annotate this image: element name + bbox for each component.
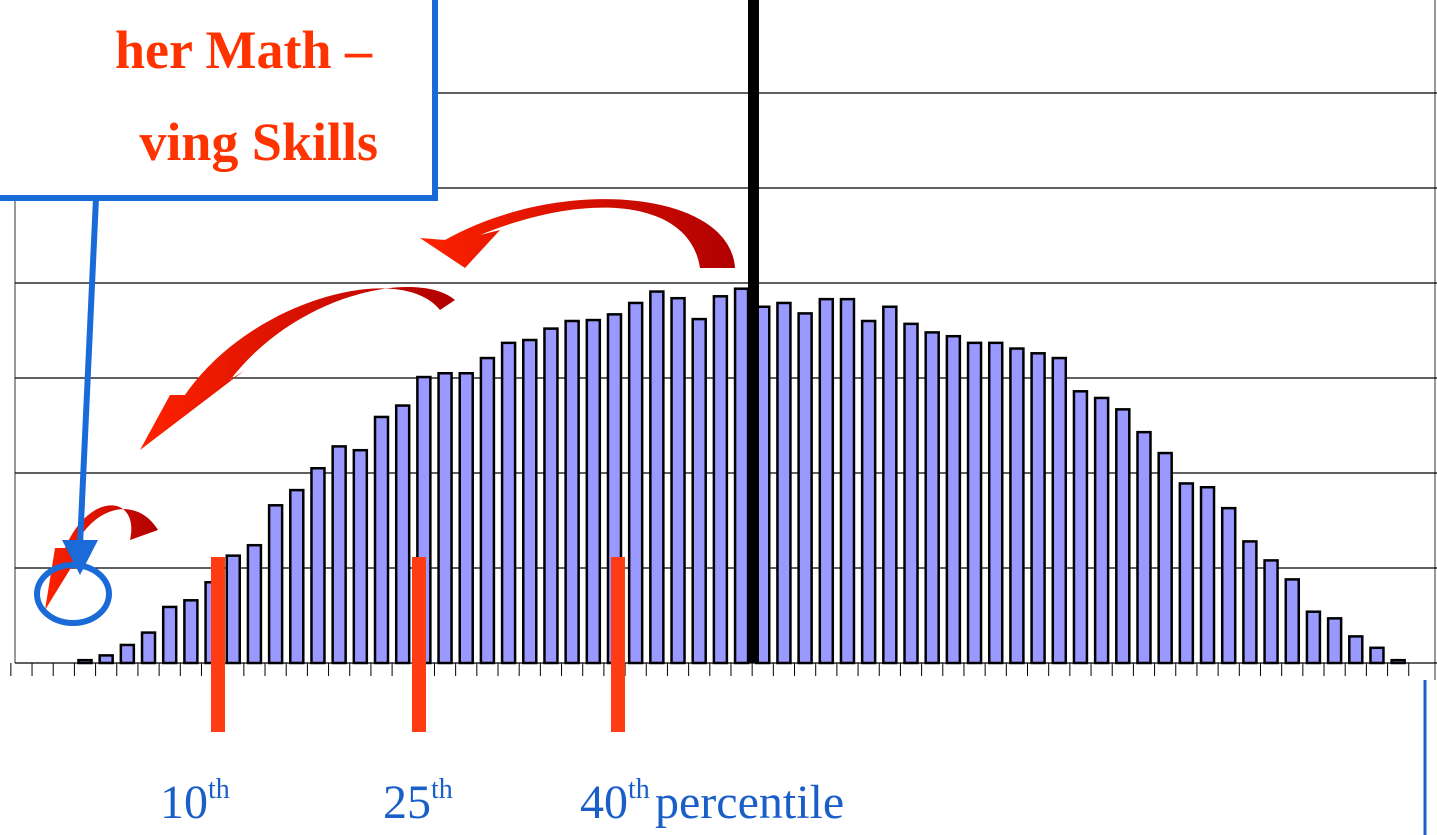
bars [78, 289, 1404, 663]
chart: her Math – ving Skills 10th 25th 40th pe… [0, 0, 1437, 835]
bar [883, 307, 896, 663]
axis-label: percentile [655, 776, 844, 829]
bar [354, 450, 367, 663]
bar [1032, 353, 1045, 663]
bar [290, 490, 303, 663]
curved-arrow [45, 505, 158, 610]
bar [460, 373, 473, 663]
bar [650, 292, 663, 663]
bar [1010, 349, 1023, 663]
bar [311, 468, 324, 663]
bar [184, 600, 197, 663]
bar [989, 343, 1002, 663]
percentile-label: 10th [160, 774, 230, 829]
percentile-suffix: th [208, 774, 230, 805]
percentile-number: 40 [580, 776, 628, 829]
bar [905, 324, 918, 663]
bar [777, 303, 790, 663]
bar [1074, 391, 1087, 663]
percentile-suffix: th [431, 774, 453, 805]
bar [1243, 541, 1256, 663]
bar [1095, 398, 1108, 663]
bar [1159, 453, 1172, 663]
bar [841, 299, 854, 663]
bar [1053, 358, 1066, 663]
percentile-marker [611, 557, 625, 732]
bar [735, 289, 748, 663]
bar [163, 607, 176, 663]
title-line: ving Skills [139, 112, 378, 172]
bar [78, 660, 91, 663]
bar [1349, 636, 1362, 663]
percentile-marker [412, 557, 426, 732]
bar [523, 340, 536, 663]
bar [820, 299, 833, 663]
bar [693, 319, 706, 663]
bar [1180, 483, 1193, 663]
percentile-number: 25 [383, 776, 431, 829]
percentile-number: 10 [160, 776, 208, 829]
bar [1265, 560, 1278, 663]
bar [121, 645, 134, 663]
bar [629, 303, 642, 663]
bar [1370, 648, 1383, 663]
bar [396, 406, 409, 663]
bar [1328, 618, 1341, 663]
percentile-label: 40th [580, 774, 650, 829]
bar [227, 556, 240, 663]
bar [587, 320, 600, 663]
bar [502, 343, 515, 663]
bar [1222, 508, 1235, 663]
bar [1201, 487, 1214, 663]
percentile-suffix: th [628, 774, 650, 805]
bar [248, 545, 261, 663]
bar [269, 505, 282, 663]
page: her Math – ving Skills 10th 25th 40th pe… [0, 0, 1437, 835]
bar [375, 417, 388, 663]
bar [142, 633, 155, 663]
bar [714, 296, 727, 663]
bar [672, 298, 685, 663]
bar [1116, 409, 1129, 663]
pointer-line [80, 198, 96, 545]
bar [481, 358, 494, 663]
bar [862, 321, 875, 663]
title-line: her Math – [115, 20, 373, 80]
bar [333, 446, 346, 663]
bar [1392, 660, 1405, 663]
bar [1286, 579, 1299, 663]
bar [1307, 612, 1320, 663]
bar [947, 336, 960, 663]
bar [439, 373, 452, 663]
bar [968, 343, 981, 663]
bar [100, 655, 113, 663]
median-line [748, 0, 759, 663]
bar [926, 332, 939, 663]
percentile-marker [211, 557, 225, 732]
bar [566, 321, 579, 663]
bar [1137, 432, 1150, 663]
bar [544, 329, 557, 663]
bar [799, 313, 812, 663]
curved-arrow [420, 199, 735, 268]
percentile-label: 25th [383, 774, 453, 829]
